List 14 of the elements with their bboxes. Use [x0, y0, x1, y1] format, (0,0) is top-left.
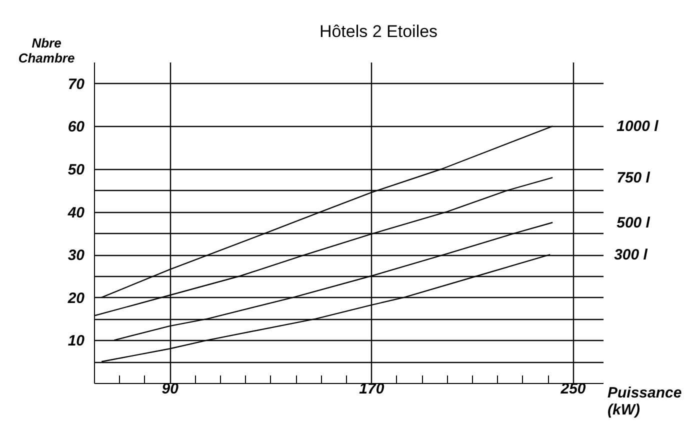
y-tick-label: 70 — [68, 76, 86, 93]
text: 750 l — [616, 170, 651, 187]
text: 300 l — [614, 246, 648, 264]
chart-title: Hôtels 2 Etoiles — [319, 22, 438, 41]
y-axis-title: Nbre Chambre — [18, 36, 75, 66]
text: 500 l — [616, 214, 651, 232]
y-tick-label: 40 — [66, 204, 86, 222]
text: 1000 l — [616, 118, 660, 136]
y-tick-label: 30 — [68, 247, 86, 264]
y-tick-label: 20 — [66, 290, 86, 307]
y-tick-label: 60 — [68, 118, 86, 136]
x-axis-title: Puissance (kW) — [608, 384, 682, 418]
y-tick-label: 10 — [68, 332, 86, 350]
y-tick-label: 50 — [68, 162, 86, 178]
